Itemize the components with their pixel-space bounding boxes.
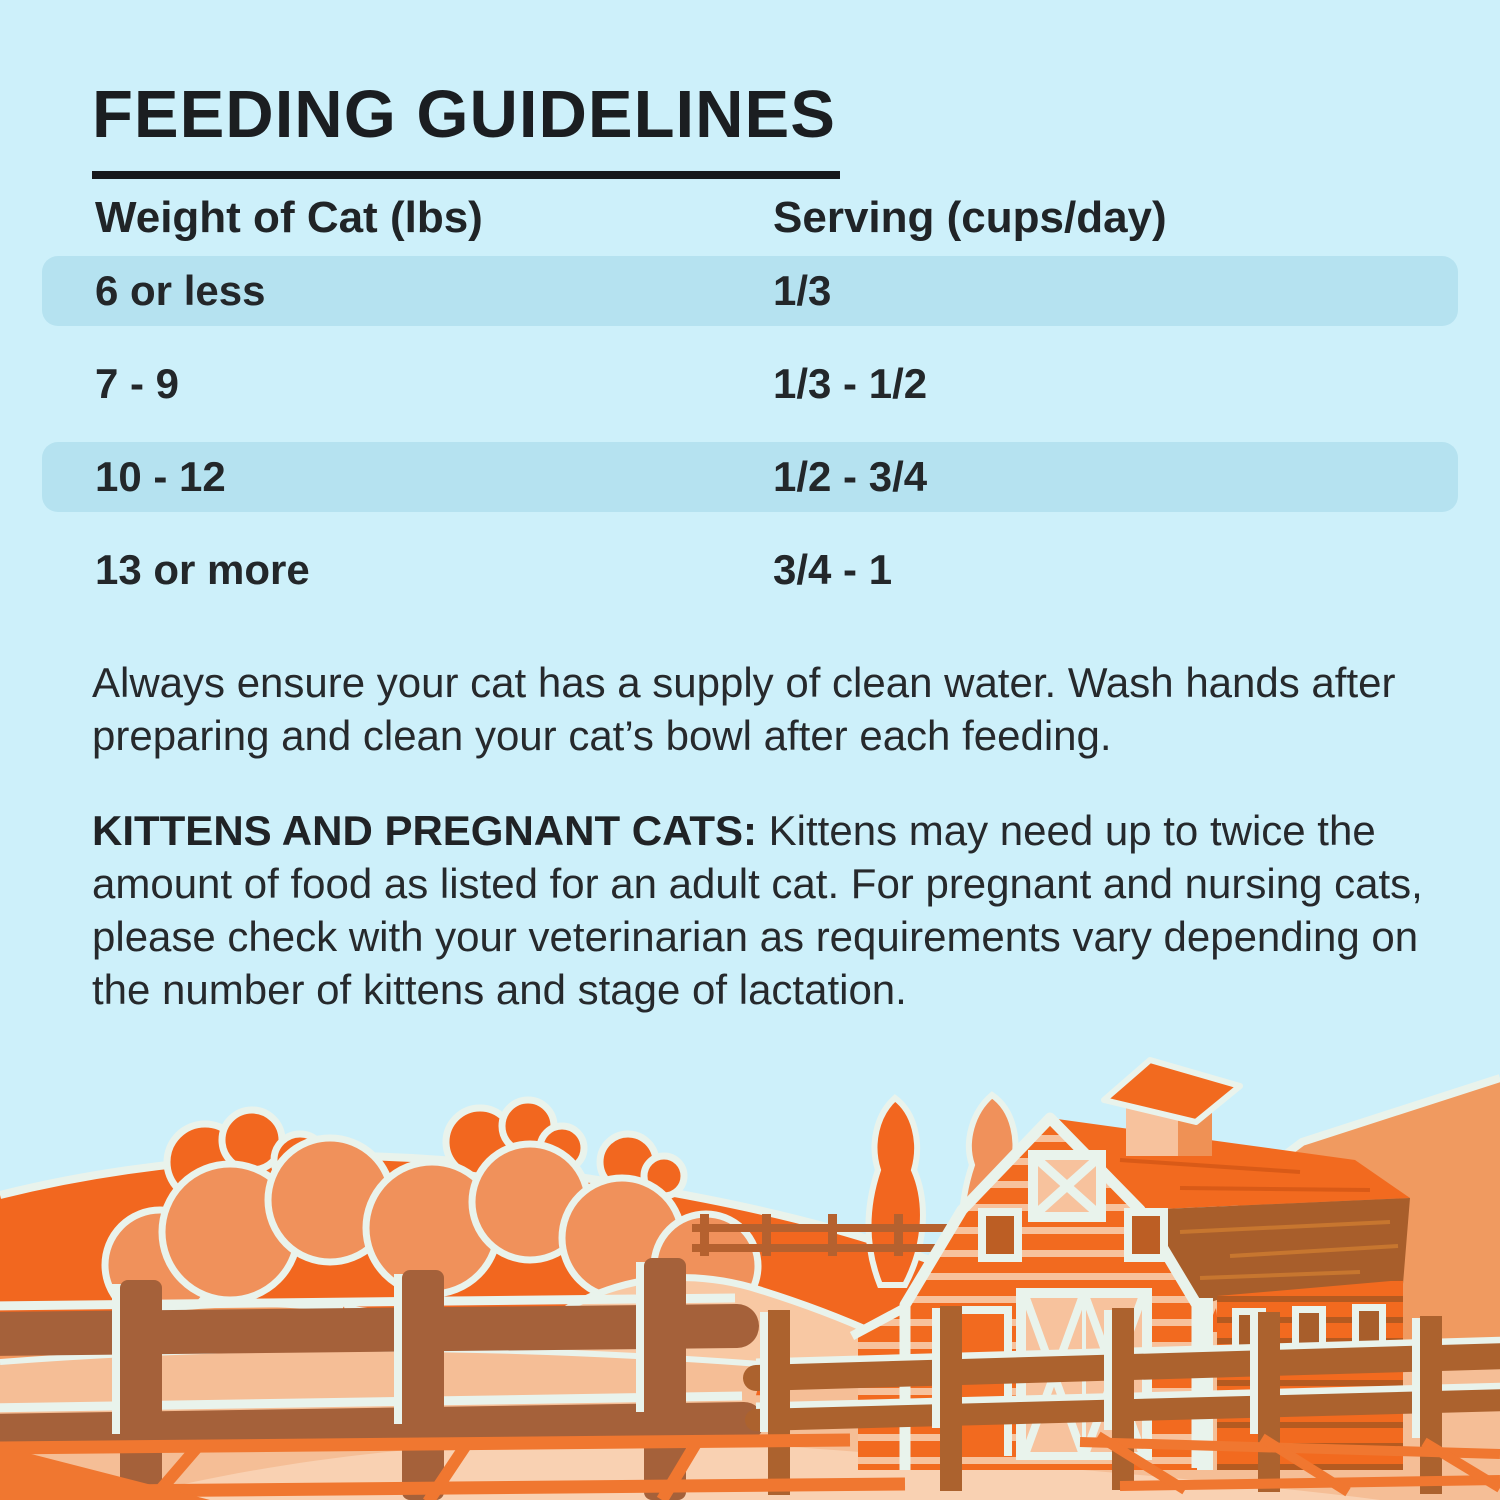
water-note: Always ensure your cat has a supply of c… <box>92 659 1396 759</box>
farm-illustration <box>0 1057 1500 1500</box>
loft-window <box>1028 1150 1106 1222</box>
weight-cell: 10 - 12 <box>95 453 226 500</box>
serving-cell: 1/2 - 3/4 <box>773 453 928 500</box>
fence-right <box>743 1306 1500 1495</box>
table-row: 13 or more 3/4 - 1 <box>42 535 1458 605</box>
weight-cell: 6 or less <box>95 267 266 314</box>
serving-cell: 1/3 <box>773 267 832 314</box>
page-title: FEEDING GUIDELINES <box>92 76 840 179</box>
distant-fence <box>692 1214 947 1256</box>
serving-cell: 1/3 - 1/2 <box>773 360 928 407</box>
table-header-serving: Serving (cups/day) <box>773 193 1167 242</box>
kittens-note-label: KITTENS AND PREGNANT CATS: <box>92 807 757 854</box>
feeding-table: Weight of Cat (lbs) Serving (cups/day) 6… <box>42 192 1458 628</box>
cupola <box>1101 1057 1243 1156</box>
table-header-weight: Weight of Cat (lbs) <box>95 193 483 242</box>
serving-cell: 3/4 - 1 <box>773 546 893 593</box>
weight-cell: 13 or more <box>95 546 310 593</box>
table-row: 10 - 12 1/2 - 3/4 <box>42 442 1458 512</box>
table-row: 7 - 9 1/3 - 1/2 <box>42 349 1458 419</box>
fence-left <box>0 1258 764 1500</box>
kittens-note-text: Kittens may need up to twice the amount … <box>92 807 1423 1013</box>
weight-cell: 7 - 9 <box>95 360 180 407</box>
table-header-row: Weight of Cat (lbs) Serving (cups/day) <box>42 192 1458 244</box>
kittens-note: KITTENS AND PREGNANT CATS: Kittens may n… <box>92 804 1432 1016</box>
front-windows <box>978 1208 1168 1262</box>
table-row: 6 or less 1/3 <box>42 256 1458 326</box>
fence-shadows <box>0 1431 1500 1500</box>
